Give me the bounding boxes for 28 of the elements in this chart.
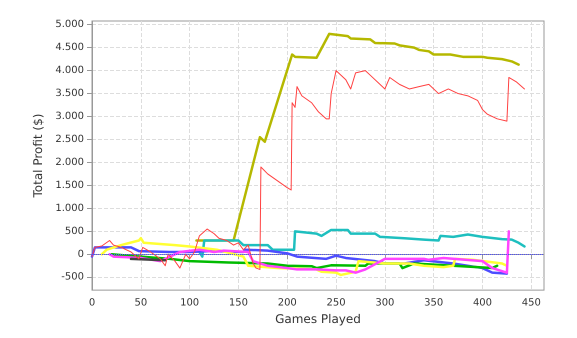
y-tick-label: 3.500 <box>55 88 84 100</box>
y-tick-label: -500 <box>61 272 84 283</box>
y-tick-label: 1.000 <box>55 202 84 214</box>
y-tick-label: 2.000 <box>55 156 84 168</box>
line-series <box>108 230 510 274</box>
y-tick-label: 2.500 <box>55 134 84 145</box>
x-tick-label: 0 <box>88 298 96 309</box>
line-series <box>198 228 526 258</box>
x-tick-label: 150 <box>228 298 248 309</box>
x-tick-label: 450 <box>522 298 541 309</box>
y-tick-label: 0 <box>78 248 84 260</box>
x-axis-title: Games Played <box>275 312 361 326</box>
x-tick-label: 50 <box>134 298 148 309</box>
y-tick-label: 1.500 <box>55 180 84 191</box>
line-series <box>195 32 520 242</box>
y-tick-label: 4.000 <box>55 65 84 76</box>
y-tick-label: 500 <box>64 226 84 237</box>
x-tick-label: 300 <box>375 298 394 309</box>
x-tick-label: 400 <box>472 298 492 309</box>
y-axis-title: Total Profit ($) <box>31 114 45 199</box>
y-tick-label: 3.000 <box>55 111 84 122</box>
x-tick-label: 350 <box>424 298 444 309</box>
y-tick-label: 4.500 <box>55 42 84 54</box>
y-tick-label: 5.000 <box>55 19 84 30</box>
x-tick-label: 100 <box>180 298 200 309</box>
line-series <box>92 70 525 270</box>
x-tick-label: 250 <box>326 298 346 309</box>
x-tick-label: 200 <box>278 298 297 309</box>
